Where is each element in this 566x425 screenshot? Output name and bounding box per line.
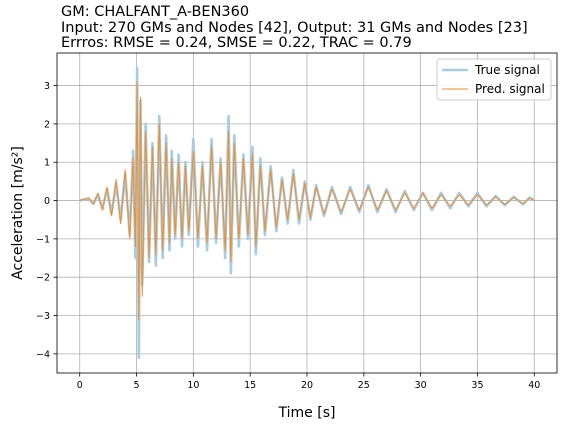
y-tick-label: 1 xyxy=(44,158,50,169)
x-tick-label: 10 xyxy=(187,380,199,391)
x-tick-label: 25 xyxy=(358,380,370,391)
x-axis-label: Time [s] xyxy=(278,405,336,421)
y-tick-label: 0 xyxy=(44,196,50,207)
series-lines xyxy=(79,67,535,359)
title-line-input-output: Input: 270 GMs and Nodes [42], Output: 3… xyxy=(61,19,528,36)
x-tick-label: 5 xyxy=(134,380,140,391)
series-pred-signal xyxy=(79,81,535,320)
x-tick-label: 35 xyxy=(471,380,483,391)
y-tick-label: −1 xyxy=(36,234,50,245)
legend-label-true-signal: True signal xyxy=(474,63,540,77)
chart-title: GM: CHALFANT_A-BEN360 Input: 270 GMs and… xyxy=(61,4,528,52)
y-axis-label: Acceleration [m/s²] xyxy=(10,146,26,280)
x-tick-label: 0 xyxy=(77,380,83,391)
legend-label-pred-signal: Pred. signal xyxy=(475,82,545,96)
x-tick-label: 30 xyxy=(415,380,427,391)
y-tick-label: −4 xyxy=(36,349,50,360)
y-axis-ticks: −4 −3 −2 −1 0 1 2 3 xyxy=(36,81,57,360)
y-tick-label: −2 xyxy=(36,273,50,284)
legend: True signal Pred. signal xyxy=(436,58,552,101)
title-line-gm: GM: CHALFANT_A-BEN360 xyxy=(61,4,250,20)
y-tick-label: −3 xyxy=(36,311,50,322)
x-tick-label: 15 xyxy=(244,380,256,391)
x-tick-label: 40 xyxy=(528,380,540,391)
x-tick-label: 20 xyxy=(301,380,313,391)
grid-lines xyxy=(57,53,557,373)
x-axis-ticks: 0 5 10 15 20 25 30 35 40 xyxy=(77,373,540,391)
y-tick-label: 3 xyxy=(44,81,50,92)
title-line-errors: Errros: RMSE = 0.24, SMSE = 0.22, TRAC =… xyxy=(61,35,412,51)
y-tick-label: 2 xyxy=(44,119,50,130)
